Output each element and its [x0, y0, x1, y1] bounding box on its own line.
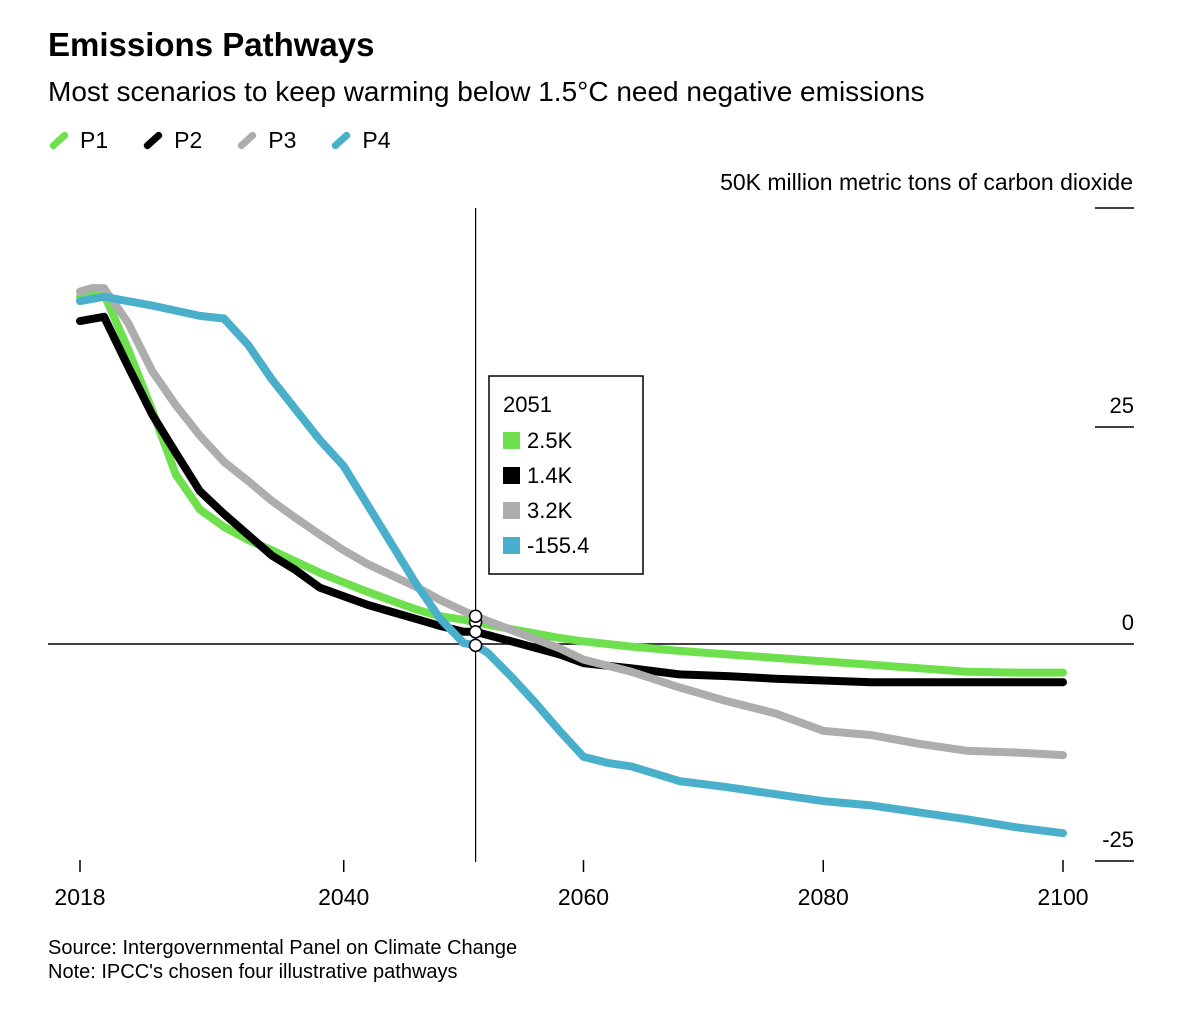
y-tick-label: -25: [1102, 827, 1134, 852]
tooltip-value-p3: 3.2K: [527, 498, 573, 523]
legend-label: P3: [268, 126, 297, 153]
tooltip-value-p2: 1.4K: [527, 463, 573, 488]
y-tick-label: 0: [1122, 610, 1134, 635]
tooltip-year: 2051: [503, 392, 552, 417]
y-tick-label: 25: [1110, 393, 1134, 418]
chart-title: Emissions Pathways: [48, 26, 375, 63]
legend-label: P1: [80, 126, 109, 153]
legend-label: P2: [174, 126, 203, 153]
chart-legend: P1 P2 P3 P4: [48, 124, 391, 156]
legend-item-p2[interactable]: P2: [142, 127, 202, 154]
legend-label: P4: [362, 126, 391, 153]
legend-item-p1[interactable]: P1: [48, 127, 108, 154]
chart-subtitle: Most scenarios to keep warming below 1.5…: [48, 76, 925, 107]
tooltip-value-p1: 2.5K: [527, 428, 573, 453]
y-axis-unit-label: 50K million metric tons of carbon dioxid…: [720, 169, 1133, 195]
hover-marker-p3: [468, 609, 483, 623]
emissions-line-chart[interactable]: 50K million metric tons of carbon dioxid…: [0, 0, 1198, 920]
tooltip-swatch-p1: [503, 432, 520, 449]
tooltip-swatch-p4: [503, 537, 520, 554]
legend-item-p3[interactable]: P3: [236, 127, 296, 154]
x-tick-label: 2018: [54, 884, 105, 910]
chart-footer: Source: Intergovernmental Panel on Clima…: [48, 936, 517, 984]
pathways-note: Note: IPCC's chosen four illustrative pa…: [48, 961, 458, 983]
source-note: Source: Intergovernmental Panel on Clima…: [48, 937, 518, 959]
tooltip-swatch-p2: [503, 467, 520, 484]
series-line-p1: [76, 290, 1067, 677]
tooltip-swatch-p3: [503, 502, 520, 519]
x-tick-label: 2040: [318, 884, 369, 910]
legend-item-p4[interactable]: P4: [330, 126, 391, 154]
x-tick-label: 2060: [558, 884, 609, 910]
hover-marker-p2: [468, 625, 483, 639]
series-line-p4: [76, 292, 1067, 838]
series-line-p3: [76, 284, 1067, 760]
series-line-p2: [76, 312, 1067, 687]
x-tick-label: 2080: [798, 884, 849, 910]
tooltip-value-p4: -155.4: [527, 533, 589, 558]
hover-marker-p4: [468, 638, 483, 653]
x-tick-label: 2100: [1037, 884, 1088, 910]
